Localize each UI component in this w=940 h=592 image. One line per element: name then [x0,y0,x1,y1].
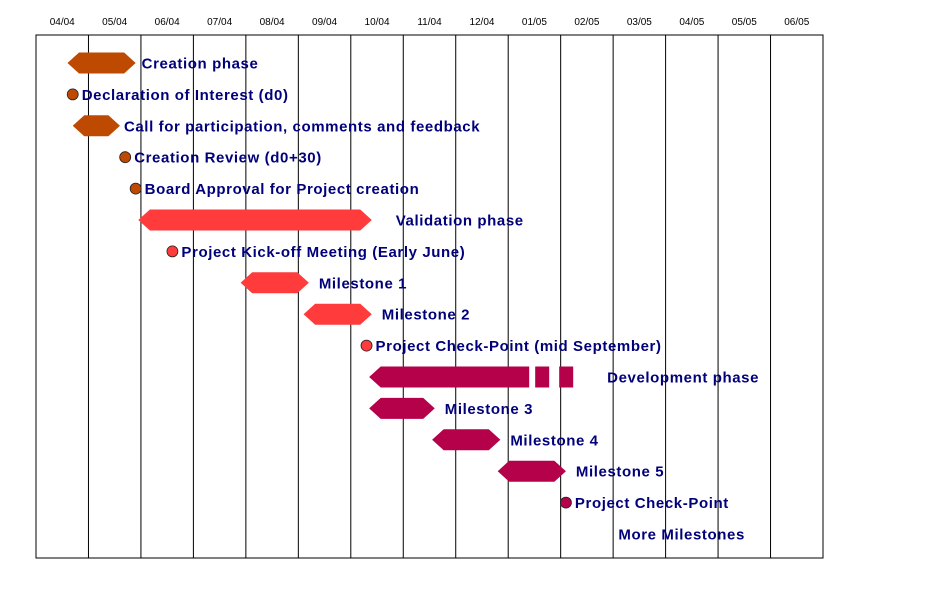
task-row: Project Check-Point (mid September) [360,338,662,355]
task-row: Board Approval for Project creation [129,181,420,198]
month-label: 05/04 [102,17,127,28]
task-label: Milestone 4 [510,432,598,449]
phase-bar [432,429,501,451]
task-row: Milestone 1 [240,272,407,294]
task-label: Validation phase [396,213,524,230]
task-row: Milestone 5 [497,460,664,482]
task-row: Milestone 4 [432,429,598,451]
month-label: 01/05 [522,17,547,28]
task-row: Call for participation, comments and fee… [72,115,480,137]
milestone-marker [560,496,572,509]
month-label: 11/04 [417,17,442,28]
phase-bar [138,209,372,231]
month-label: 09/04 [312,17,337,28]
month-grid-lines [87,35,772,558]
month-label: 10/04 [365,17,390,28]
task-label: Call for participation, comments and fee… [124,118,480,135]
phase-bar [369,397,435,419]
task-row: Milestone 2 [303,303,470,325]
task-label: More Milestones [618,527,745,544]
month-label: 04/04 [50,17,75,28]
phase-bar [240,272,309,294]
milestone-marker [129,182,142,195]
task-label: Board Approval for Project creation [145,181,420,198]
task-row: Creation phase [67,52,259,74]
month-axis-labels: 04/04 05/04 06/04 07/04 08/04 09/04 10/04 11/04… [50,17,810,28]
task-row: Milestone 3 [369,397,533,419]
month-label: 06/05 [784,17,809,28]
milestone-marker [360,339,373,352]
plot-frame [35,34,824,559]
task-row: Development phase [369,366,759,388]
phase-bar [497,460,566,482]
month-label: 05/05 [732,17,757,28]
month-label: 08/04 [260,17,285,28]
task-label: Project Check-Point (mid September) [376,338,662,355]
task-row: Project Check-Point [560,495,728,512]
task-row: More Milestones [618,527,745,544]
task-label: Milestone 3 [445,401,533,418]
task-row: Project Kick-off Meeting (Early June) [166,244,465,261]
task-label: Creation phase [142,56,259,73]
task-row: Declaration of Interest (d0) [66,87,289,104]
phase-bar [369,366,530,388]
month-label: 12/04 [469,17,494,28]
milestone-marker [66,88,79,101]
month-label: 04/05 [679,17,704,28]
task-label: Milestone 2 [382,307,470,324]
task-label: Project Kick-off Meeting (Early June) [181,244,465,261]
phase-bar-dash [535,366,550,388]
phase-bar [67,52,136,74]
task-label: Milestone 1 [319,275,407,292]
task-label: Milestone 5 [576,464,664,481]
month-label: 06/04 [155,17,180,28]
task-label: Project Check-Point [575,495,729,512]
task-label: Development phase [607,370,759,387]
milestone-marker [119,151,132,164]
milestone-marker [166,245,179,258]
task-row: Validation phase [138,209,524,231]
phase-bar [72,115,120,137]
month-label: 02/05 [574,17,599,28]
month-label: 03/05 [627,17,652,28]
task-row: Creation Review (d0+30) [119,150,322,167]
task-rows: Creation phase Declaration of Interest (d… [66,52,759,544]
task-label: Creation Review (d0+30) [134,150,322,167]
phase-bar-dash [559,366,574,388]
phase-bar [303,303,372,325]
task-label: Declaration of Interest (d0) [82,87,289,104]
month-label: 07/04 [207,17,232,28]
